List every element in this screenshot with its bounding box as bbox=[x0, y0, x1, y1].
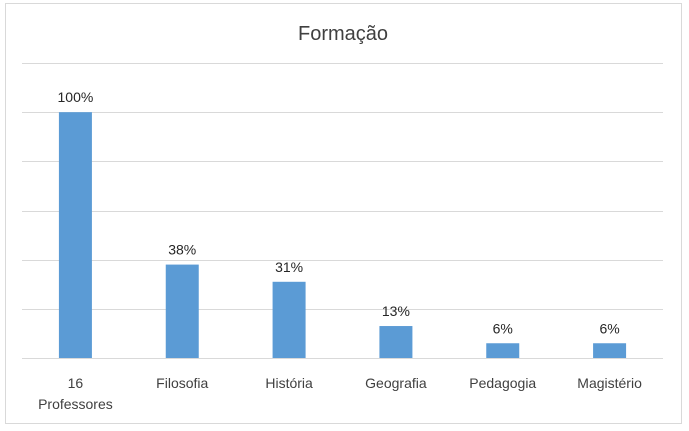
x-tick-label-line: Filosofia bbox=[156, 375, 208, 391]
x-tick-label-line: Magistério bbox=[577, 375, 642, 391]
chart-frame bbox=[5, 3, 682, 424]
bar bbox=[593, 343, 627, 358]
x-tick-label: Magistério bbox=[577, 375, 642, 391]
data-label: 6% bbox=[493, 320, 513, 336]
bar bbox=[486, 343, 520, 358]
bar bbox=[379, 326, 413, 358]
x-tick-label: Geografia bbox=[365, 375, 427, 391]
x-tick-label-line: Professores bbox=[38, 396, 113, 412]
bar bbox=[165, 264, 199, 358]
x-tick-label-line: 16 bbox=[68, 375, 84, 391]
x-tick-label-line: História bbox=[265, 375, 313, 391]
x-tick-label-line: Geografia bbox=[365, 375, 427, 391]
x-tick-label: Pedagogia bbox=[469, 375, 536, 391]
x-tick-label-line: Pedagogia bbox=[469, 375, 536, 391]
data-label: 38% bbox=[168, 242, 196, 258]
bar bbox=[58, 112, 92, 359]
x-tick-label: Filosofia bbox=[156, 375, 208, 391]
x-tick-label: 16 Professores bbox=[38, 375, 113, 412]
data-label: 31% bbox=[275, 259, 303, 275]
x-tick-label: História bbox=[265, 375, 313, 391]
bar bbox=[272, 281, 306, 358]
data-label: 13% bbox=[382, 303, 410, 319]
chart-title: Formação bbox=[298, 23, 388, 45]
data-label: 100% bbox=[58, 89, 94, 105]
data-label: 6% bbox=[599, 320, 619, 336]
